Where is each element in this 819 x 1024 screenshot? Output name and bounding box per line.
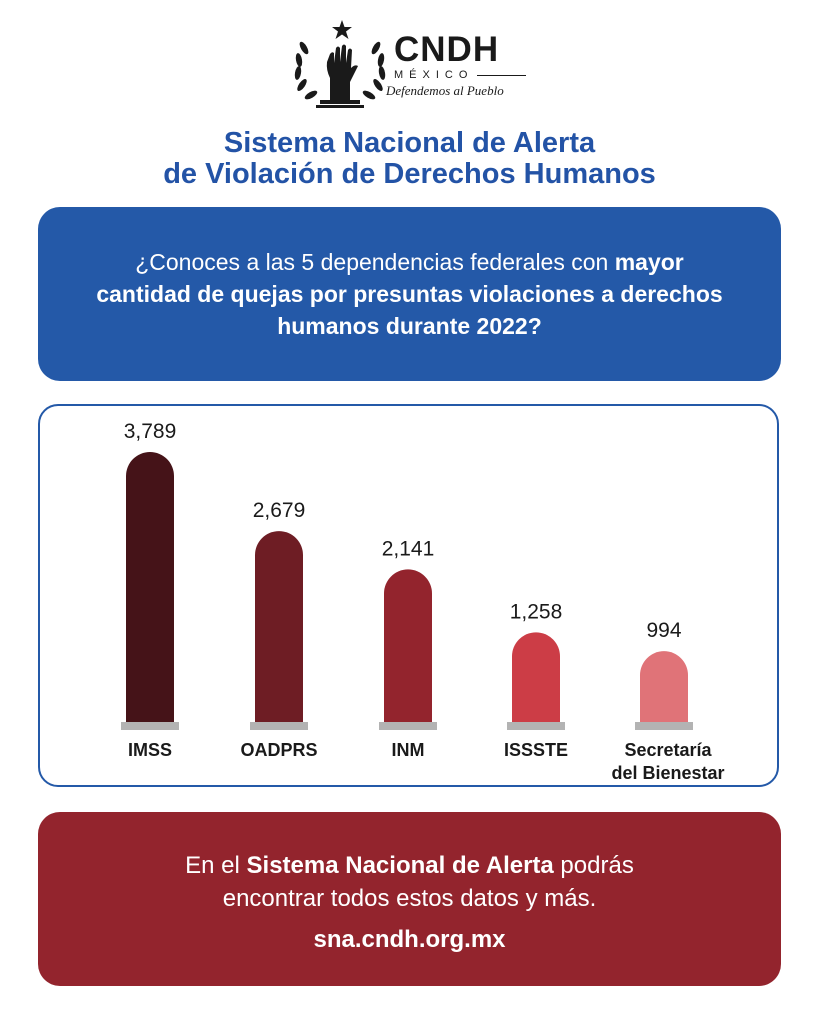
bar-secretar-a-del-bienestar bbox=[640, 651, 688, 722]
category-label: del Bienestar bbox=[611, 763, 724, 783]
bar-inm bbox=[384, 569, 432, 722]
page-title: Sistema Nacional de Alerta de Violación … bbox=[0, 128, 819, 190]
question-bold: mayor cantidad de quejas por presuntas v… bbox=[96, 249, 723, 339]
footer-post: podrás bbox=[553, 852, 634, 879]
bar-issste bbox=[512, 632, 560, 722]
footer-pre: En el bbox=[185, 852, 247, 879]
cndh-emblem-icon bbox=[294, 20, 386, 108]
logo-motto: Defendemos al Pueblo bbox=[386, 83, 504, 98]
footer-line-2: encontrar todos estos datos y más. bbox=[222, 885, 597, 912]
category-label: Secretaría bbox=[624, 740, 712, 760]
bar-baseline bbox=[121, 722, 179, 730]
bar-chart: 3,789 IMSS 2,679 OADPRS 2,141 INM 1,258 ISSSTE 9… bbox=[121, 420, 725, 783]
question-text: ¿Conoces a las 5 dependencias federales … bbox=[90, 246, 730, 342]
bar-baseline bbox=[379, 722, 437, 730]
value-label: 994 bbox=[646, 619, 681, 642]
logo-title: CNDH bbox=[394, 30, 500, 69]
bar-imss bbox=[126, 452, 174, 722]
footer-panel: En el Sistema Nacional de Alerta podrás … bbox=[38, 812, 781, 986]
question-regular: ¿Conoces a las 5 dependencias federales … bbox=[135, 249, 615, 275]
bar-baseline bbox=[250, 722, 308, 730]
bar-baseline bbox=[635, 722, 693, 730]
question-panel: ¿Conoces a las 5 dependencias federales … bbox=[38, 207, 781, 381]
cndh-logo: CNDH MÉXICO Defendemos al Pueblo bbox=[290, 18, 530, 110]
footer-text: En el Sistema Nacional de Alerta podrás … bbox=[38, 849, 781, 915]
value-label: 3,789 bbox=[124, 420, 177, 443]
value-label: 2,679 bbox=[253, 499, 306, 522]
chart-panel: 3,789 IMSS 2,679 OADPRS 2,141 INM 1,258 ISSSTE 9… bbox=[38, 404, 779, 787]
logo-country: MÉXICO bbox=[394, 69, 474, 81]
bar-oadprs bbox=[255, 531, 303, 722]
value-label: 2,141 bbox=[382, 537, 435, 560]
page-title-line-2: de Violación de Derechos Humanos bbox=[163, 158, 656, 190]
category-label: IMSS bbox=[128, 740, 172, 760]
value-label: 1,258 bbox=[510, 600, 563, 623]
page-title-line-1: Sistema Nacional de Alerta bbox=[223, 127, 596, 159]
category-label: OADPRS bbox=[240, 740, 317, 760]
footer-bold: Sistema Nacional de Alerta bbox=[246, 852, 554, 879]
logo-divider bbox=[477, 74, 526, 76]
category-label: ISSSTE bbox=[504, 740, 568, 760]
footer-url-link[interactable]: sna.cndh.org.mx bbox=[313, 926, 506, 953]
category-label: INM bbox=[392, 740, 425, 760]
bar-baseline bbox=[507, 722, 565, 730]
